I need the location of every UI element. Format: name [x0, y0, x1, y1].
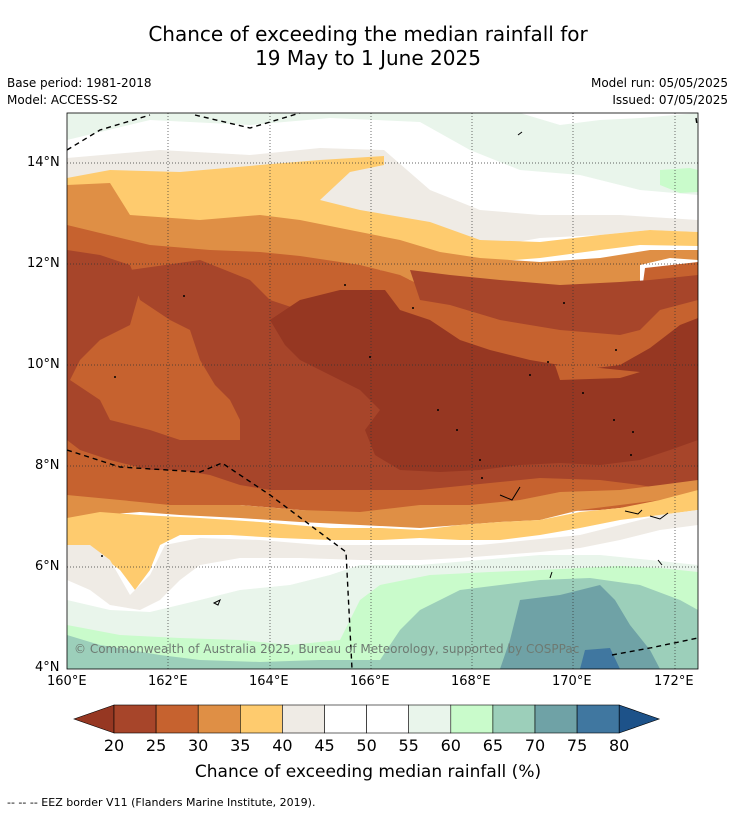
eez-borders	[67, 113, 698, 669]
region-65-green-ne	[660, 168, 698, 193]
lon-label-166e: 166°E	[350, 674, 390, 689]
colorbar-bin-55-60	[408, 704, 452, 734]
colorbar-tick-75: 75	[566, 736, 588, 755]
lon-label-168e: 168°E	[451, 674, 491, 689]
lat-label-6n: 6°N	[35, 559, 60, 574]
model-run-date: Model run: 05/05/2025	[590, 76, 728, 90]
colorbar-bin-25-30	[155, 704, 199, 734]
map-title-line-2: 19 May to 1 June 2025	[255, 46, 481, 70]
map-field: © Commonwealth of Australia 2025, Bureau…	[67, 113, 698, 669]
lat-label-12n: 12°N	[27, 256, 60, 271]
region-20-25-ne	[410, 270, 698, 335]
region-under-20-core	[270, 290, 698, 472]
colorbar-tick-80: 80	[609, 736, 630, 755]
eez-footnote: -- -- -- EEZ border V11 (Flanders Marine…	[7, 796, 316, 809]
colorbar-under-arrow	[73, 704, 115, 734]
colorbar-title: Chance of exceeding median rainfall (%)	[194, 762, 542, 782]
map-gridlines	[67, 113, 698, 669]
copyright-text: © Commonwealth of Australia 2025, Bureau…	[74, 642, 579, 656]
region-70-75-south	[500, 585, 660, 669]
lon-label-172e: 172°E	[654, 674, 694, 689]
colorbar-tick-60: 60	[440, 736, 461, 755]
colorbar-bin-35-40	[240, 704, 283, 734]
colorbar-tick-30: 30	[188, 736, 209, 755]
map-frame	[66, 112, 699, 670]
colorbar-tick-25: 25	[145, 736, 167, 755]
colorbar-tick-65: 65	[482, 736, 504, 755]
colorbar-tick-35: 35	[230, 736, 251, 755]
map-title-line-1: Chance of exceeding the median rainfall …	[148, 22, 588, 46]
region-30-35-south	[67, 480, 698, 528]
atoll-dots	[101, 284, 634, 557]
islands	[212, 131, 669, 606]
colorbar-bin-45-50	[324, 704, 367, 734]
lon-label-170e: 170°E	[552, 674, 592, 689]
colorbar-bin-75-80	[576, 704, 620, 734]
colorbar-tick-40: 40	[272, 736, 293, 755]
colorbar-bin-30-35	[197, 704, 241, 734]
model-name: Model: ACCESS-S2	[7, 93, 119, 107]
region-25-30-inner	[555, 365, 640, 380]
region-30-35-north	[67, 183, 698, 310]
colorbar-over-arrow	[618, 704, 661, 734]
colorbar-tick-55: 55	[398, 736, 419, 755]
region-35-40-north	[67, 156, 698, 262]
colorbar	[73, 704, 661, 734]
colorbar-tick-20: 20	[103, 736, 125, 755]
region-35-40-south	[67, 490, 698, 590]
region-75-80-south	[580, 648, 620, 669]
base-period: Base period: 1981-2018	[7, 76, 152, 90]
lon-label-162e: 162°E	[148, 674, 188, 689]
lon-label-164e: 164°E	[249, 674, 289, 689]
colorbar-tick-70: 70	[524, 736, 546, 755]
colorbar-bin-65-70	[492, 704, 536, 734]
colorbar-bin-20-25	[113, 704, 157, 734]
colorbar-tick-45: 45	[314, 736, 335, 755]
colorbar-bin-40-45	[282, 704, 325, 734]
lat-label-14n: 14°N	[27, 155, 60, 170]
lat-label-4n: 4°N	[35, 660, 60, 675]
region-40-45-south	[67, 510, 698, 610]
lat-label-8n: 8°N	[35, 458, 60, 473]
colorbar-tick-50: 50	[356, 736, 377, 755]
lat-label-10n: 10°N	[27, 357, 60, 372]
colorbar-bin-50-55	[366, 704, 410, 734]
colorbar-bin-70-75	[534, 704, 578, 734]
lon-label-160e: 160°E	[47, 674, 87, 689]
colorbar-bin-60-65	[450, 704, 494, 734]
issued-date: Issued: 07/05/2025	[612, 93, 728, 107]
